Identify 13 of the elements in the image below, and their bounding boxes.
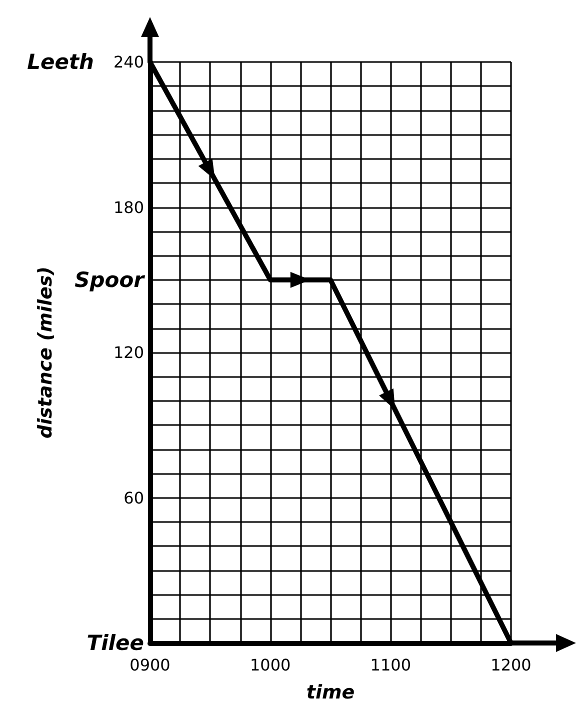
y-tick-label: Spoor [74,268,146,292]
y-tick-label: 120 [113,343,144,362]
y-tick-label: 240 [113,52,144,72]
x-tick-label: 1100 [370,656,412,674]
y-tick-label: 180 [113,198,144,217]
y-tick-label: 60 [124,488,144,508]
y-axis-title: distance (miles) [34,266,56,439]
annotation: Leeth [27,50,94,74]
x-axis-title: time [306,682,355,704]
x-tick-label: 1200 [490,656,532,674]
x-tick-label: 0900 [130,656,170,674]
x-tick-label: 1000 [250,656,291,674]
y-tick-label: Tilee [86,631,144,655]
